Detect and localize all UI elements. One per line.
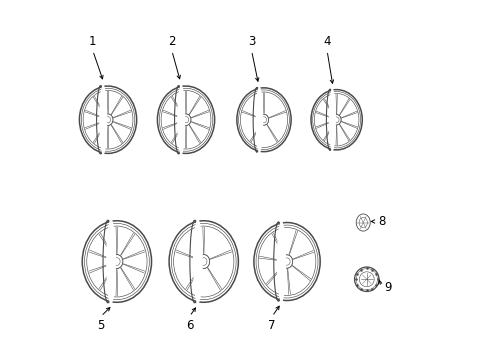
- Ellipse shape: [334, 117, 338, 122]
- Ellipse shape: [106, 219, 116, 304]
- Text: 4: 4: [323, 35, 330, 48]
- Ellipse shape: [326, 89, 333, 150]
- Ellipse shape: [103, 114, 113, 126]
- Ellipse shape: [171, 224, 236, 300]
- Ellipse shape: [111, 255, 122, 269]
- Ellipse shape: [238, 90, 289, 149]
- Ellipse shape: [103, 220, 113, 303]
- Ellipse shape: [159, 88, 212, 151]
- Ellipse shape: [259, 114, 268, 125]
- Ellipse shape: [328, 88, 335, 151]
- Ellipse shape: [183, 117, 188, 123]
- Ellipse shape: [111, 255, 122, 269]
- Ellipse shape: [312, 91, 360, 148]
- Ellipse shape: [181, 114, 190, 126]
- Ellipse shape: [354, 267, 378, 292]
- Ellipse shape: [161, 90, 210, 149]
- Ellipse shape: [157, 86, 214, 153]
- Ellipse shape: [332, 114, 340, 125]
- Ellipse shape: [82, 221, 151, 302]
- Text: 7: 7: [268, 319, 275, 332]
- Ellipse shape: [236, 88, 290, 152]
- Text: 2: 2: [168, 35, 175, 48]
- Text: 9: 9: [384, 280, 391, 293]
- Ellipse shape: [261, 117, 266, 123]
- Text: 6: 6: [185, 319, 193, 332]
- Ellipse shape: [99, 84, 107, 155]
- Ellipse shape: [193, 219, 203, 304]
- Ellipse shape: [177, 84, 185, 155]
- Ellipse shape: [83, 90, 133, 149]
- Ellipse shape: [198, 255, 209, 269]
- Ellipse shape: [310, 90, 362, 150]
- Ellipse shape: [255, 86, 263, 153]
- Ellipse shape: [198, 255, 209, 269]
- Ellipse shape: [332, 114, 340, 125]
- Text: 1: 1: [89, 35, 96, 48]
- Ellipse shape: [314, 94, 358, 146]
- Ellipse shape: [174, 86, 183, 154]
- Ellipse shape: [81, 88, 135, 151]
- Ellipse shape: [259, 114, 268, 125]
- Ellipse shape: [355, 214, 369, 231]
- Ellipse shape: [200, 258, 206, 265]
- Ellipse shape: [258, 228, 315, 296]
- Ellipse shape: [97, 86, 104, 154]
- Text: 8: 8: [378, 215, 385, 228]
- Ellipse shape: [284, 258, 289, 265]
- Ellipse shape: [173, 226, 233, 297]
- Ellipse shape: [261, 117, 266, 123]
- Ellipse shape: [281, 255, 292, 268]
- Ellipse shape: [256, 225, 317, 298]
- Ellipse shape: [359, 272, 373, 287]
- Text: 5: 5: [97, 319, 104, 332]
- Ellipse shape: [253, 87, 260, 152]
- Ellipse shape: [273, 222, 283, 301]
- Ellipse shape: [181, 114, 190, 126]
- Text: 3: 3: [247, 35, 255, 48]
- Ellipse shape: [79, 86, 136, 153]
- Ellipse shape: [253, 222, 320, 301]
- Ellipse shape: [334, 117, 338, 122]
- Ellipse shape: [240, 92, 287, 148]
- Ellipse shape: [281, 255, 292, 268]
- Ellipse shape: [189, 220, 199, 303]
- Ellipse shape: [284, 258, 289, 265]
- Ellipse shape: [200, 258, 206, 265]
- Ellipse shape: [169, 221, 238, 302]
- Ellipse shape: [113, 258, 120, 265]
- Ellipse shape: [113, 258, 120, 265]
- Ellipse shape: [105, 117, 110, 123]
- Ellipse shape: [276, 221, 285, 302]
- Ellipse shape: [183, 117, 188, 123]
- Ellipse shape: [84, 224, 149, 300]
- Ellipse shape: [105, 117, 110, 123]
- Ellipse shape: [86, 226, 147, 297]
- Ellipse shape: [103, 114, 113, 126]
